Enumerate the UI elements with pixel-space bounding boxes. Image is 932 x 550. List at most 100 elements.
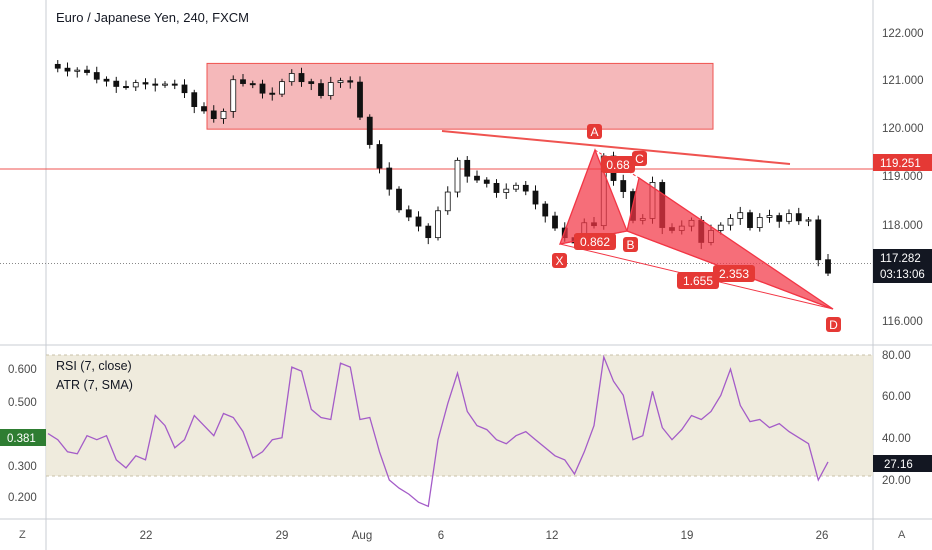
- axis-corner-z[interactable]: Z: [19, 529, 26, 541]
- point-x-badge: X: [552, 253, 567, 268]
- candle-body: [483, 179, 490, 184]
- candle-body: [386, 167, 393, 190]
- candle-body: [201, 106, 207, 112]
- candle-body: [259, 83, 266, 94]
- svg-text:119.251: 119.251: [880, 158, 921, 170]
- svg-text:B: B: [626, 238, 634, 252]
- rsi-tick: 20.00: [882, 475, 911, 487]
- candle-body: [474, 175, 480, 181]
- candle-body: [825, 259, 831, 274]
- price-tick: 122.000: [882, 28, 924, 40]
- candle-body: [298, 73, 305, 83]
- auto-scale-toggle[interactable]: A: [898, 529, 906, 541]
- candle-body: [123, 86, 129, 89]
- ref-price-label: 119.251: [873, 154, 932, 171]
- indicator-pane: RSI (7, close) ATR (7, SMA): [46, 354, 873, 508]
- candle-body: [366, 116, 373, 145]
- price-tick: 119.000: [882, 171, 923, 183]
- candle-body: [357, 81, 363, 118]
- pattern-badges: X A B C D 0.862 0.68 2.353: [552, 124, 841, 332]
- candle-body: [435, 210, 441, 239]
- rsi-tick: 80.00: [882, 350, 911, 362]
- current-price-label: 117.282 03:13:06: [873, 249, 932, 283]
- ratio-xab-badge: 0.862: [574, 233, 616, 250]
- candle-body: [220, 111, 227, 120]
- atr-axis[interactable]: 0.600 0.500 0.300 0.200 0.381: [0, 364, 46, 504]
- candle-body: [747, 212, 753, 228]
- candle-body: [152, 83, 159, 86]
- candle-body: [249, 83, 256, 86]
- price-tick: 116.000: [882, 316, 923, 328]
- candle-body: [815, 219, 822, 261]
- candle-body: [162, 83, 168, 86]
- time-tick: 12: [546, 530, 559, 542]
- candle-body: [415, 216, 422, 227]
- candle-body: [269, 92, 276, 95]
- candle-body: [795, 213, 802, 222]
- candle-body: [786, 213, 792, 222]
- time-tick: 19: [681, 530, 694, 542]
- candle-body: [717, 224, 724, 231]
- candle-body: [84, 69, 90, 73]
- price-tick: 121.000: [882, 75, 924, 87]
- svg-text:D: D: [829, 318, 838, 332]
- candle-body: [113, 80, 120, 87]
- atr-label: ATR (7, SMA): [56, 378, 133, 392]
- candle-body: [64, 67, 71, 72]
- rsi-tick: 40.00: [882, 433, 911, 445]
- time-tick: 26: [816, 530, 829, 542]
- candle-body: [288, 73, 295, 83]
- ratio-bcd-badge: 2.353: [713, 265, 755, 282]
- svg-text:2.353: 2.353: [719, 267, 749, 281]
- candle-body: [376, 144, 383, 169]
- candle-body: [74, 69, 81, 72]
- rsi-band: [46, 355, 873, 476]
- candle-body: [766, 215, 773, 218]
- candle-body: [396, 188, 402, 211]
- candle-body: [142, 82, 149, 85]
- atr-tick: 0.300: [8, 461, 37, 473]
- candle-body: [454, 159, 461, 193]
- candle-body: [756, 217, 763, 228]
- atr-value-label: 0.381: [0, 429, 46, 446]
- time-axis[interactable]: 22 29 Aug 6 12 19 26: [140, 530, 829, 542]
- svg-text:27.16: 27.16: [884, 459, 913, 471]
- trend-line[interactable]: [441, 130, 791, 165]
- chart-title: Euro / Japanese Yen, 240, FXCM: [56, 10, 249, 25]
- candle-body: [727, 218, 734, 226]
- atr-tick: 0.600: [8, 364, 37, 376]
- candle-body: [181, 84, 188, 94]
- candle-body: [240, 79, 246, 84]
- candle-body: [279, 81, 285, 95]
- price-tick: 120.000: [882, 123, 924, 135]
- point-b-badge: B: [623, 237, 638, 252]
- svg-text:X: X: [555, 254, 563, 268]
- price-axis[interactable]: 122.000 121.000 120.000 119.000 118.000 …: [873, 28, 932, 328]
- rsi-axis[interactable]: 80.00 60.00 40.00 20.00 27.16: [873, 350, 932, 487]
- svg-text:117.282: 117.282: [880, 253, 921, 265]
- candle-body: [737, 212, 744, 219]
- point-d-badge: D: [826, 317, 841, 332]
- time-tick: Aug: [352, 530, 372, 542]
- ratio-abc-badge: 0.68: [601, 156, 635, 173]
- candle-body: [776, 215, 783, 222]
- svg-text:03:13:06: 03:13:06: [880, 269, 925, 281]
- candle-body: [327, 82, 334, 96]
- candle-body: [503, 188, 510, 193]
- price-tick: 118.000: [882, 220, 923, 232]
- candle-body: [542, 203, 549, 217]
- candle-body: [337, 80, 344, 84]
- candle-body: [171, 83, 178, 86]
- supply-zone-rectangle[interactable]: [206, 62, 714, 130]
- candle-body: [210, 110, 217, 119]
- rsi-line: [47, 354, 829, 508]
- harmonic-pattern[interactable]: [558, 148, 834, 310]
- candle-body: [464, 159, 471, 177]
- svg-text:1.655: 1.655: [683, 274, 713, 288]
- candle-body: [522, 184, 529, 192]
- rsi-value-label: 27.16: [873, 455, 932, 472]
- atr-tick: 0.200: [8, 492, 37, 504]
- candle-body: [493, 182, 500, 193]
- candle-body: [405, 209, 412, 218]
